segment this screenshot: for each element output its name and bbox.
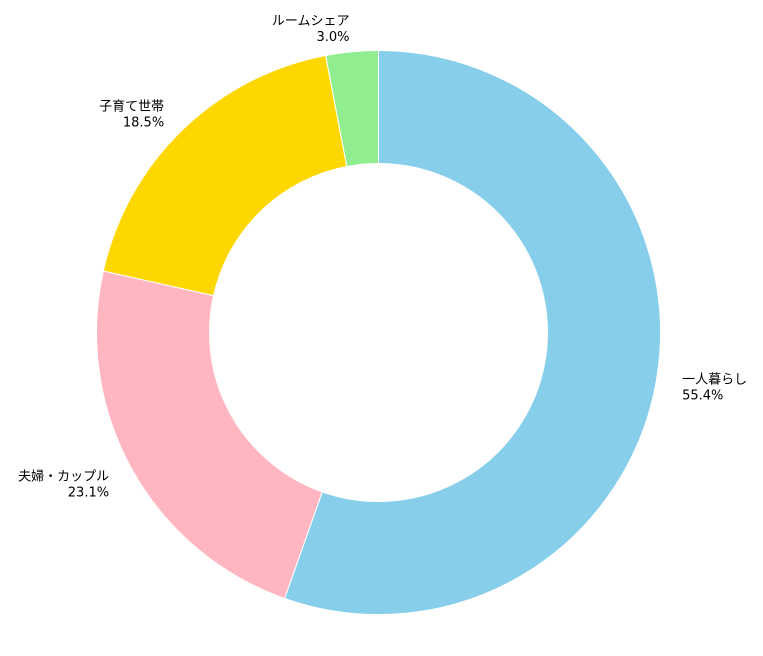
slice-category-label: 子育て世帯 (99, 98, 164, 114)
slice-label-2: 夫婦・カップル 23.1% (18, 469, 109, 501)
slice-label-4: ルームシェア 3.0% (272, 14, 350, 45)
slice-category-label: ルームシェア (272, 14, 350, 29)
slices-layer (96, 49, 662, 615)
labels-layer: 一人暮らし 55.4% 夫婦・カップル 23.1% 子育て世帯 18.5% ルームシェア 3.… (18, 14, 747, 501)
slice-percent-label: 3.0% (316, 30, 349, 45)
slice-2 (96, 270, 323, 600)
slice-label-3: 子育て世帯 18.5% (99, 98, 164, 130)
slice-category-label: 一人暮らし (682, 373, 747, 388)
slice-category-label: 夫婦・カップル (18, 469, 109, 485)
slice-percent-label: 55.4% (682, 389, 723, 404)
slice-percent-label: 23.1% (68, 486, 109, 501)
slice-1 (284, 49, 662, 615)
slice-4 (325, 49, 379, 168)
slice-label-1: 一人暮らし 55.4% (682, 373, 747, 404)
slice-percent-label: 18.5% (123, 115, 164, 130)
slice-3 (102, 54, 348, 297)
